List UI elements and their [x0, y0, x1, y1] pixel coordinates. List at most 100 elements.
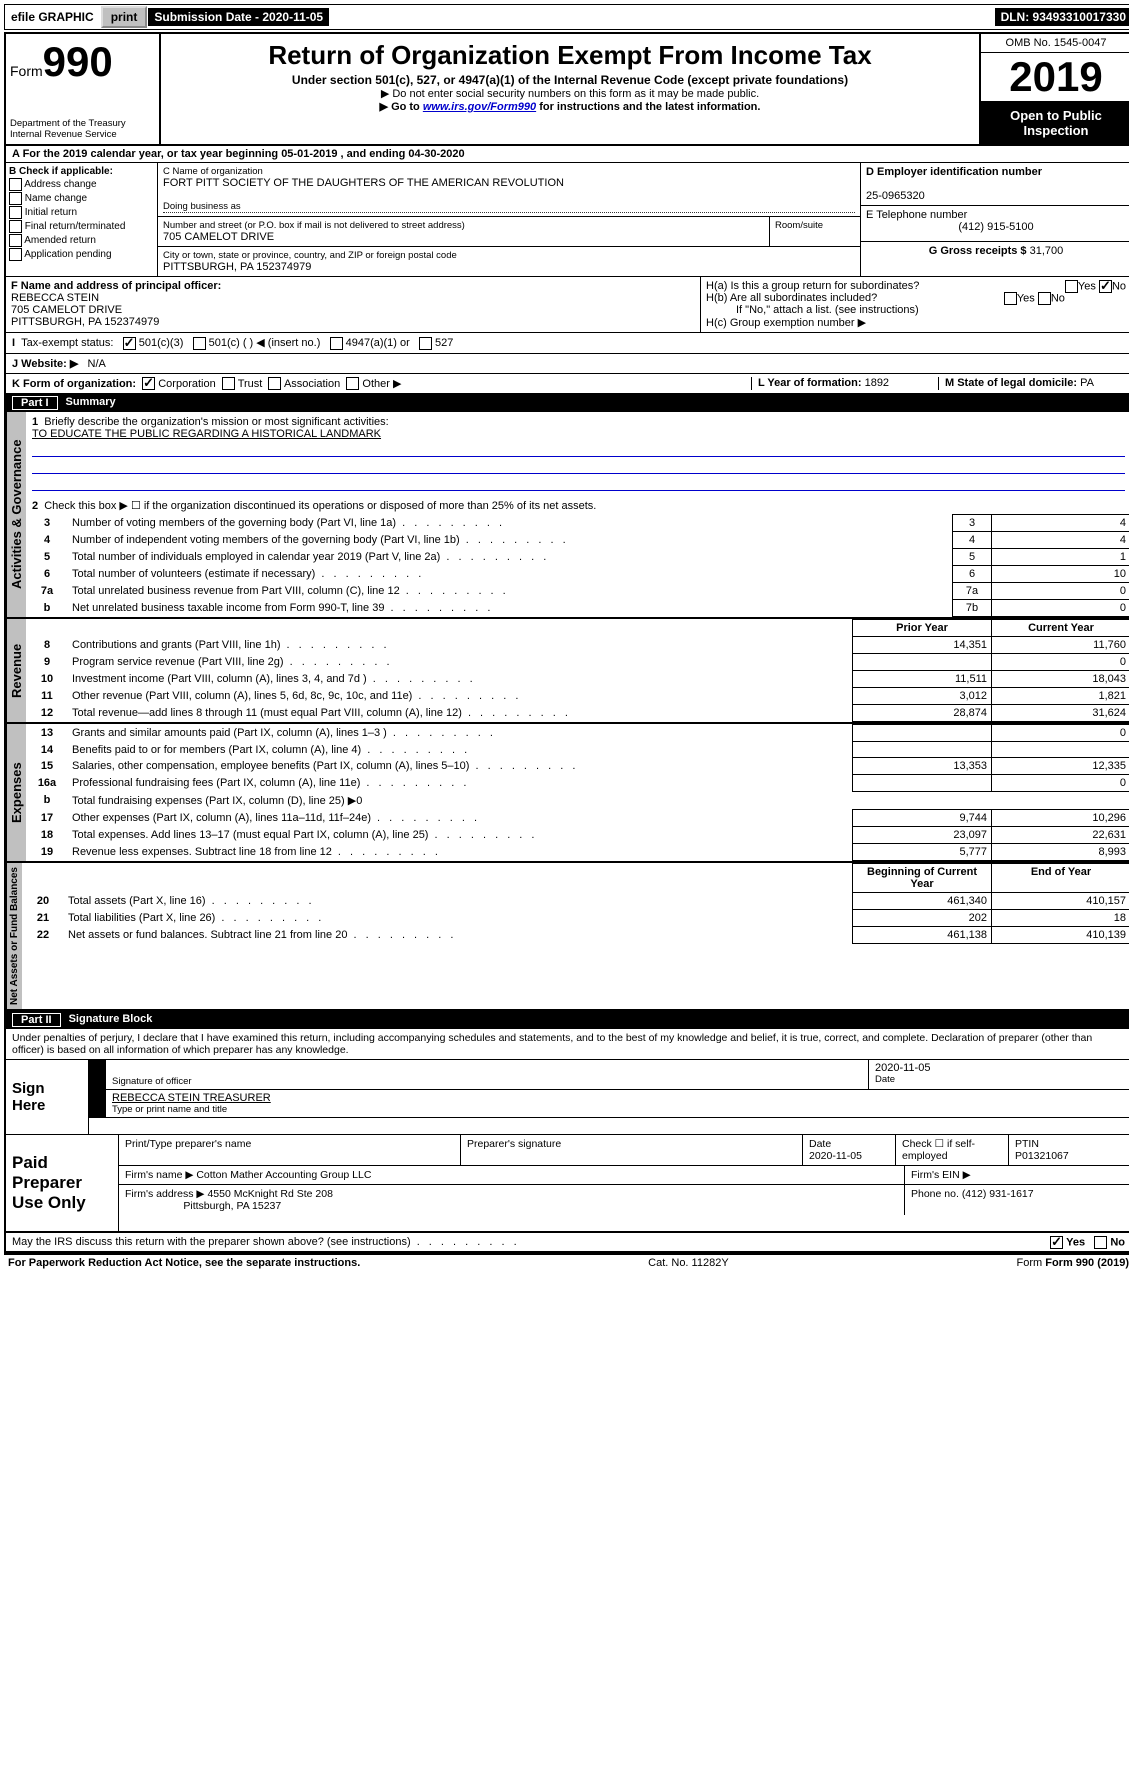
website-value: N/A: [88, 358, 106, 370]
part2-header: Part II Signature Block: [6, 1011, 1129, 1029]
side-revenue: Revenue: [6, 619, 26, 722]
form-of-org: K Form of organization: Corporation Trus…: [12, 377, 751, 391]
top-toolbar: efile GRAPHIC print Submission Date - 20…: [4, 4, 1129, 30]
527-checkbox[interactable]: [419, 337, 432, 350]
perjury-declaration: Under penalties of perjury, I declare th…: [6, 1029, 1129, 1059]
revenue-table: Prior YearCurrent Year8Contributions and…: [26, 619, 1129, 722]
hc-label: H(c) Group exemption number ▶: [706, 316, 1126, 329]
street-address: 705 CAMELOT DRIVE: [163, 231, 764, 243]
irs-link[interactable]: www.irs.gov/Form990: [423, 101, 536, 113]
ein-label: D Employer identification number: [866, 166, 1042, 178]
city-label: City or town, state or province, country…: [163, 250, 855, 261]
dba-label: Doing business as: [163, 201, 855, 213]
hb-yes[interactable]: [1004, 292, 1017, 305]
officer-name-title: REBECCA STEIN TREASURER: [112, 1092, 1125, 1104]
ha-no[interactable]: [1099, 280, 1112, 293]
name-change-checkbox[interactable]: [9, 192, 22, 205]
hb-label: H(b) Are all subordinates included?: [706, 292, 877, 304]
gross-receipts-value: 31,700: [1030, 245, 1064, 257]
preparer-name-label: Print/Type preparer's name: [119, 1135, 461, 1165]
governance-table: 3Number of voting members of the governi…: [26, 514, 1129, 617]
firm-ein-label: Firm's EIN ▶: [905, 1166, 1129, 1184]
omb-number: OMB No. 1545-0047: [981, 34, 1129, 53]
tax-exempt-status: I Tax-exempt status: 501(c)(3) 501(c) ( …: [6, 333, 1129, 354]
501c3-checkbox[interactable]: [123, 337, 136, 350]
open-public-badge: Open to Public Inspection: [981, 102, 1129, 144]
telephone-value: (412) 915-5100: [866, 221, 1126, 233]
website-row: J Website: ▶ N/A: [6, 354, 1129, 374]
tax-year-range: A For the 2019 calendar year, or tax yea…: [6, 146, 1129, 163]
note-ssn: ▶ Do not enter social security numbers o…: [165, 87, 975, 100]
sig-date-label: Date: [875, 1074, 1125, 1085]
mission-text: TO EDUCATE THE PUBLIC REGARDING A HISTOR…: [32, 428, 381, 440]
firm-phone: (412) 931-1617: [962, 1188, 1034, 1200]
officer-label: F Name and address of principal officer:: [11, 280, 221, 292]
preparer-date: 2020-11-05: [809, 1150, 862, 1162]
arrow-icon: [89, 1060, 105, 1089]
paid-preparer-block: Paid Preparer Use Only Print/Type prepar…: [6, 1134, 1129, 1233]
city-state-zip: PITTSBURGH, PA 152374979: [163, 261, 855, 273]
form-number: Form990: [10, 38, 155, 86]
initial-return-checkbox[interactable]: [9, 206, 22, 219]
ha-yes[interactable]: [1065, 280, 1078, 293]
hb-note: If "No," attach a list. (see instruction…: [706, 304, 1126, 316]
discuss-yes[interactable]: [1050, 1236, 1063, 1249]
firm-addr1: 4550 McKnight Rd Ste 208: [207, 1188, 333, 1200]
4947-checkbox[interactable]: [330, 337, 343, 350]
amended-return-checkbox[interactable]: [9, 234, 22, 247]
side-governance: Activities & Governance: [6, 412, 26, 617]
firm-name: Cotton Mather Accounting Group LLC: [196, 1169, 371, 1181]
tax-year: 2019: [981, 53, 1129, 102]
501c-checkbox[interactable]: [193, 337, 206, 350]
line2: Check this box ▶ ☐ if the organization d…: [44, 500, 596, 512]
assoc-checkbox[interactable]: [268, 377, 281, 390]
officer-name: REBECCA STEIN: [11, 292, 99, 304]
application-pending-checkbox[interactable]: [9, 248, 22, 261]
officer-addr2: PITTSBURGH, PA 152374979: [11, 316, 159, 328]
expenses-table: 13Grants and similar amounts paid (Part …: [26, 724, 1129, 861]
sig-officer-label: Signature of officer: [112, 1076, 862, 1087]
ha-label: H(a) Is this a group return for subordin…: [706, 280, 919, 292]
discuss-row: May the IRS discuss this return with the…: [6, 1233, 1129, 1253]
ein-value: 25-0965320: [866, 190, 925, 202]
final-return-checkbox[interactable]: [9, 220, 22, 233]
note-link: ▶ Go to www.irs.gov/Form990 for instruct…: [165, 100, 975, 113]
officer-addr1: 705 CAMELOT DRIVE: [11, 304, 122, 316]
efile-label: efile GRAPHIC: [5, 8, 100, 26]
part1-header: Part I Summary: [6, 394, 1129, 412]
dln: DLN: 93493310017330: [995, 8, 1129, 26]
side-net-assets: Net Assets or Fund Balances: [6, 863, 22, 1009]
form-footer: For Paperwork Reduction Act Notice, see …: [4, 1255, 1129, 1271]
sign-here-block: Sign Here Signature of officer 2020-11-0…: [6, 1059, 1129, 1134]
telephone-label: E Telephone number: [866, 209, 967, 221]
org-name: FORT PITT SOCIETY OF THE DAUGHTERS OF TH…: [163, 177, 855, 189]
net-assets-table: Beginning of Current YearEnd of Year20To…: [22, 863, 1129, 944]
trust-checkbox[interactable]: [222, 377, 235, 390]
section-b: B Check if applicable: Address change Na…: [6, 163, 158, 276]
hb-no[interactable]: [1038, 292, 1051, 305]
form-990-container: Form990 Department of the Treasury Inter…: [4, 32, 1129, 1255]
form-subtitle: Under section 501(c), 527, or 4947(a)(1)…: [165, 73, 975, 87]
submission-date: Submission Date - 2020-11-05: [148, 8, 329, 26]
preparer-sig-label: Preparer's signature: [461, 1135, 803, 1165]
self-employed-check: Check ☐ if self-employed: [896, 1135, 1009, 1165]
print-button[interactable]: print: [101, 6, 148, 28]
org-name-label: C Name of organization: [163, 166, 855, 177]
year-formation: 1892: [865, 377, 889, 389]
sig-date: 2020-11-05: [875, 1062, 1125, 1074]
discuss-no[interactable]: [1094, 1236, 1107, 1249]
room-suite-label: Room/suite: [770, 217, 860, 246]
form-title: Return of Organization Exempt From Incom…: [165, 40, 975, 71]
addr-label: Number and street (or P.O. box if mail i…: [163, 220, 764, 231]
state-domicile: PA: [1080, 377, 1094, 389]
dept-label: Department of the Treasury Internal Reve…: [10, 118, 155, 140]
corp-checkbox[interactable]: [142, 377, 155, 390]
firm-addr2: Pittsburgh, PA 15237: [183, 1200, 281, 1212]
arrow-icon: [89, 1090, 105, 1117]
side-expenses: Expenses: [6, 724, 26, 861]
other-checkbox[interactable]: [346, 377, 359, 390]
address-change-checkbox[interactable]: [9, 178, 22, 191]
mission-label: Briefly describe the organization's miss…: [44, 416, 388, 428]
gross-receipts-label: G Gross receipts $: [929, 245, 1027, 257]
name-title-label: Type or print name and title: [112, 1104, 1125, 1115]
